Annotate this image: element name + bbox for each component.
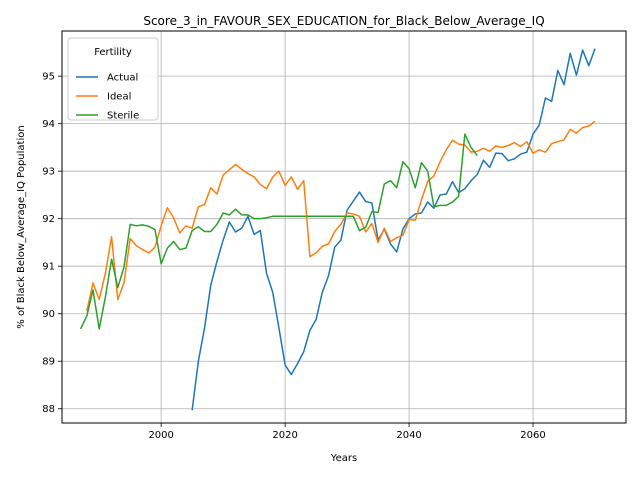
legend: Fertility Actual Ideal Sterile (67, 37, 159, 122)
y-tick-label: 90 (42, 309, 55, 320)
y-tick-label: 89 (42, 357, 55, 368)
x-axis-label: Years (330, 453, 357, 464)
y-tick-label: 93 (42, 167, 55, 178)
series-lines (79, 48, 596, 411)
plot-frame (61, 30, 627, 424)
y-tick-label: 95 (42, 72, 55, 83)
series-line-actual (191, 48, 596, 411)
series-line-sterile (79, 133, 478, 330)
y-tick-label: 91 (42, 262, 55, 273)
x-tick-label: 2060 (520, 430, 545, 441)
y-tick-label: 94 (42, 119, 55, 130)
legend-label-ideal: Ideal (107, 92, 131, 103)
y-tick-label: 88 (42, 404, 55, 415)
grid-lines (62, 31, 626, 423)
x-tick-label: 2000 (148, 430, 173, 441)
legend-label-sterile: Sterile (107, 111, 139, 122)
y-axis-ticks: 88 89 90 91 92 93 94 95 (42, 72, 62, 415)
legend-title: Fertility (94, 47, 132, 58)
legend-label-actual: Actual (107, 73, 138, 84)
x-tick-label: 2020 (272, 430, 297, 441)
y-axis-label: % of Black Below_Average_IQ Population (16, 125, 27, 328)
series-line-ideal (86, 120, 596, 312)
legend-box (67, 37, 159, 121)
legend-items: Actual Ideal Sterile (76, 73, 139, 122)
y-tick-label: 92 (42, 214, 55, 225)
chart-title: Score_3_in_FAVOUR_SEX_EDUCATION_for_Blac… (143, 14, 544, 28)
x-axis-ticks: 2000 2020 2040 2060 (148, 423, 546, 441)
x-tick-label: 2040 (396, 430, 421, 441)
